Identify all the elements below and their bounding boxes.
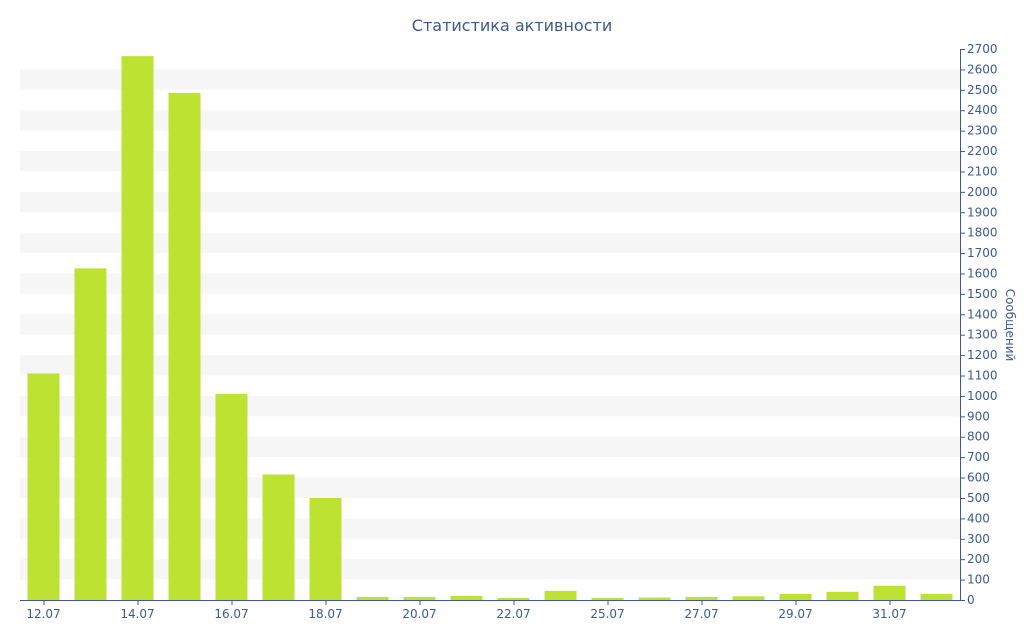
grid-band <box>20 110 960 131</box>
x-tick-label: 27.07 <box>684 607 718 621</box>
bar-20.07 <box>403 596 436 600</box>
y-tick-label: 1100 <box>967 369 998 383</box>
bar-21.07 <box>450 595 483 600</box>
y-tick-label: 700 <box>967 450 990 464</box>
bar-29.07 <box>779 593 812 600</box>
y-tick-label: 2500 <box>967 83 998 97</box>
y-tick-label: 500 <box>967 491 990 505</box>
grid-band <box>20 559 960 580</box>
bar-12.07 <box>27 373 60 600</box>
bar-13.07 <box>74 268 107 600</box>
y-tick-label: 1300 <box>967 328 998 342</box>
y-tick-label: 1900 <box>967 205 998 219</box>
x-tick-label: 25.07 <box>590 607 624 621</box>
y-tick-label: 0 <box>967 593 975 607</box>
x-tick-label: 14.07 <box>120 607 154 621</box>
axes <box>20 49 961 601</box>
bar-27.07 <box>685 596 718 600</box>
bar-17.07 <box>262 474 295 600</box>
grid-band <box>20 151 960 172</box>
y-tick-label: 1700 <box>967 246 998 260</box>
grid-band <box>20 355 960 376</box>
y-tick-label: 200 <box>967 552 990 566</box>
x-tick-label: 12.07 <box>26 607 60 621</box>
y-tick-label: 2600 <box>967 62 998 76</box>
y-tick-label: 2400 <box>967 103 998 117</box>
bar-01.08 <box>920 593 953 600</box>
y-tick-label: 600 <box>967 471 990 485</box>
y-axis-label: Сообщений <box>1003 289 1017 362</box>
grid-band <box>20 232 960 254</box>
x-axis-ticks: 12.07 14.07 16.07 18.07 20.07 22.07 25.07 27.07… <box>26 600 907 621</box>
bar-18.07 <box>309 497 342 600</box>
bar-28.07 <box>732 596 765 600</box>
bar-16.07 <box>215 393 248 600</box>
y-tick-label: 800 <box>967 430 990 444</box>
x-tick-label: 16.07 <box>214 607 248 621</box>
bar-15.07 <box>168 92 201 601</box>
bar-26.07 <box>638 597 671 600</box>
bar-30.07 <box>826 591 859 600</box>
grid-band <box>20 191 960 213</box>
y-tick-label: 300 <box>967 532 990 546</box>
y-tick-label: 100 <box>967 573 990 587</box>
bar-24.07 <box>544 590 577 600</box>
x-tick-label: 31.07 <box>872 607 906 621</box>
y-tick-label: 1600 <box>967 266 998 280</box>
grid-band <box>20 395 960 417</box>
y-tick-label: 400 <box>967 511 990 525</box>
y-tick-label: 2700 <box>967 42 998 56</box>
chart-title: Статистика активности <box>412 16 612 35</box>
bar-19.07 <box>356 596 389 600</box>
bar-31.07 <box>873 585 906 600</box>
y-tick-label: 1400 <box>967 307 998 321</box>
y-tick-label: 1200 <box>967 348 998 362</box>
y-tick-label: 2200 <box>967 144 998 158</box>
grid-band <box>20 477 960 498</box>
grid-band <box>20 314 960 335</box>
y-tick-label: 900 <box>967 409 990 423</box>
x-tick-label: 18.07 <box>308 607 342 621</box>
x-tick-label: 29.07 <box>778 607 812 621</box>
y-tick-label: 1800 <box>967 226 998 240</box>
bar-14.07 <box>121 56 154 601</box>
y-tick-label: 1000 <box>967 389 998 403</box>
x-tick-label: 20.07 <box>402 607 436 621</box>
y-axis-ticks: 0 100 200 300 400 500 600 700 800 900 1000 1100 1200… <box>960 42 998 607</box>
x-tick-label: 22.07 <box>496 607 530 621</box>
grid-band <box>20 436 960 458</box>
grid-band <box>20 273 960 294</box>
y-tick-label: 1500 <box>967 287 998 301</box>
y-tick-label: 2100 <box>967 164 998 178</box>
y-tick-label: 2000 <box>967 185 998 199</box>
y-tick-label: 2300 <box>967 124 998 138</box>
bar-25.07 <box>591 597 624 600</box>
bar-22.07 <box>497 597 530 600</box>
grid-band <box>20 69 960 90</box>
grid-bands <box>20 69 960 580</box>
bars <box>27 56 953 601</box>
grid-band <box>20 518 960 539</box>
